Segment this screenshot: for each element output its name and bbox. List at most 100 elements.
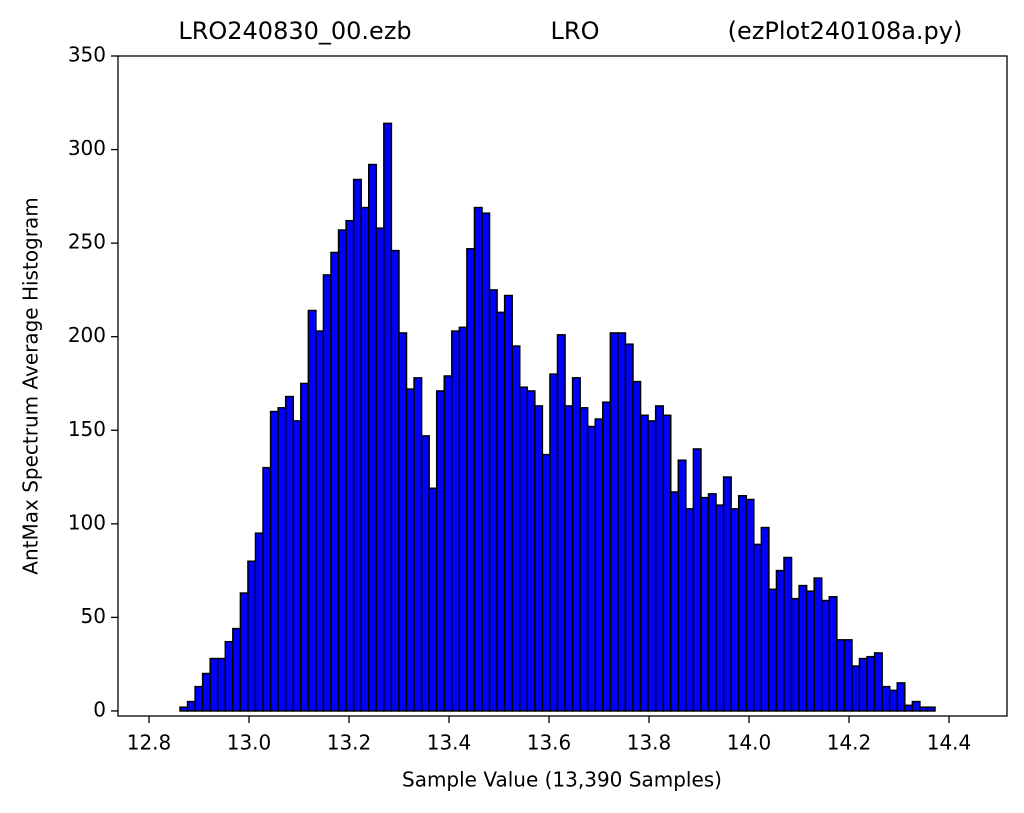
bar	[556, 334, 566, 712]
bar	[337, 229, 347, 712]
bar	[186, 700, 196, 712]
bar	[926, 706, 936, 712]
x-tick-label: 13.4	[427, 731, 472, 755]
bar	[428, 487, 438, 712]
x-tick-label: 14.0	[727, 731, 772, 755]
bar	[224, 640, 234, 712]
bar	[790, 597, 800, 712]
bar	[488, 289, 498, 712]
bar	[911, 700, 921, 712]
bar	[360, 206, 370, 712]
bar	[247, 560, 257, 712]
bar	[262, 466, 272, 712]
y-tick-label: 0	[93, 697, 106, 721]
bar	[700, 496, 710, 712]
bar	[368, 163, 378, 712]
bar	[904, 704, 914, 712]
bar	[639, 414, 649, 712]
bar	[586, 425, 597, 712]
bar	[760, 526, 770, 712]
bar	[813, 577, 823, 712]
bar	[466, 247, 476, 712]
x-axis-label: Sample Value (13,390 Samples)	[402, 768, 722, 792]
bar	[194, 685, 204, 712]
x-tick-label: 13.8	[627, 731, 672, 755]
chart-title: LRO	[551, 17, 600, 45]
y-axis-label: AntMax Spectrum Average Histogram	[19, 197, 43, 574]
y-tick-label: 300	[68, 136, 106, 160]
bar	[881, 685, 891, 712]
bar	[239, 592, 249, 712]
bar	[821, 599, 831, 712]
x-tick-label: 12.8	[127, 731, 172, 755]
bar	[503, 294, 513, 712]
bar	[451, 330, 461, 712]
bar	[617, 332, 627, 712]
bar	[851, 665, 861, 712]
bar	[873, 652, 883, 712]
plot-frame	[117, 55, 1008, 717]
chart-title: (ezPlot240108a.py)	[728, 17, 963, 45]
bar	[375, 227, 385, 712]
bar	[647, 420, 657, 712]
bar	[519, 386, 529, 712]
bar	[685, 508, 695, 712]
bar	[383, 122, 393, 712]
bar	[805, 590, 815, 712]
bar	[707, 493, 717, 712]
y-tick-label: 250	[68, 230, 106, 254]
bar	[866, 655, 876, 712]
bar	[481, 212, 491, 712]
bar	[768, 588, 778, 712]
bar	[209, 657, 219, 712]
y-tick-label: 350	[68, 43, 106, 67]
bar	[753, 543, 763, 712]
bar	[677, 459, 687, 712]
x-tick-label: 13.0	[227, 731, 272, 755]
bar	[541, 453, 551, 712]
bar	[722, 476, 732, 712]
bar	[662, 414, 672, 712]
bar	[443, 375, 453, 712]
bar	[405, 388, 415, 712]
bar	[654, 405, 664, 712]
x-tick-label: 14.2	[827, 731, 872, 755]
bar	[307, 309, 317, 712]
bar	[783, 556, 793, 712]
bar	[564, 405, 574, 712]
bar	[775, 569, 785, 712]
y-tick-label: 150	[68, 417, 106, 441]
bar	[602, 401, 612, 712]
bar	[390, 249, 400, 712]
bar	[919, 706, 929, 712]
bar	[458, 326, 468, 712]
bar	[217, 657, 227, 712]
bar	[526, 390, 536, 712]
bar	[284, 395, 295, 712]
bar	[269, 410, 279, 712]
y-tick-label: 200	[68, 323, 106, 347]
bar	[594, 418, 604, 712]
bar	[745, 498, 755, 712]
x-tick-label: 14.4	[927, 731, 972, 755]
bar	[624, 343, 634, 712]
bar	[473, 206, 483, 712]
y-tick-label: 50	[81, 604, 106, 628]
x-tick-label: 13.2	[327, 731, 372, 755]
bar	[179, 706, 189, 712]
x-tick-label: 13.6	[527, 731, 572, 755]
bar	[692, 448, 702, 712]
bar	[828, 596, 838, 712]
bar	[836, 639, 846, 712]
bar	[549, 373, 559, 712]
bar	[579, 407, 589, 712]
bar	[300, 382, 310, 712]
bar	[330, 251, 340, 712]
bar	[315, 330, 325, 712]
bar	[896, 682, 906, 712]
bar	[201, 672, 211, 712]
bar	[534, 405, 544, 712]
bar	[730, 508, 740, 712]
